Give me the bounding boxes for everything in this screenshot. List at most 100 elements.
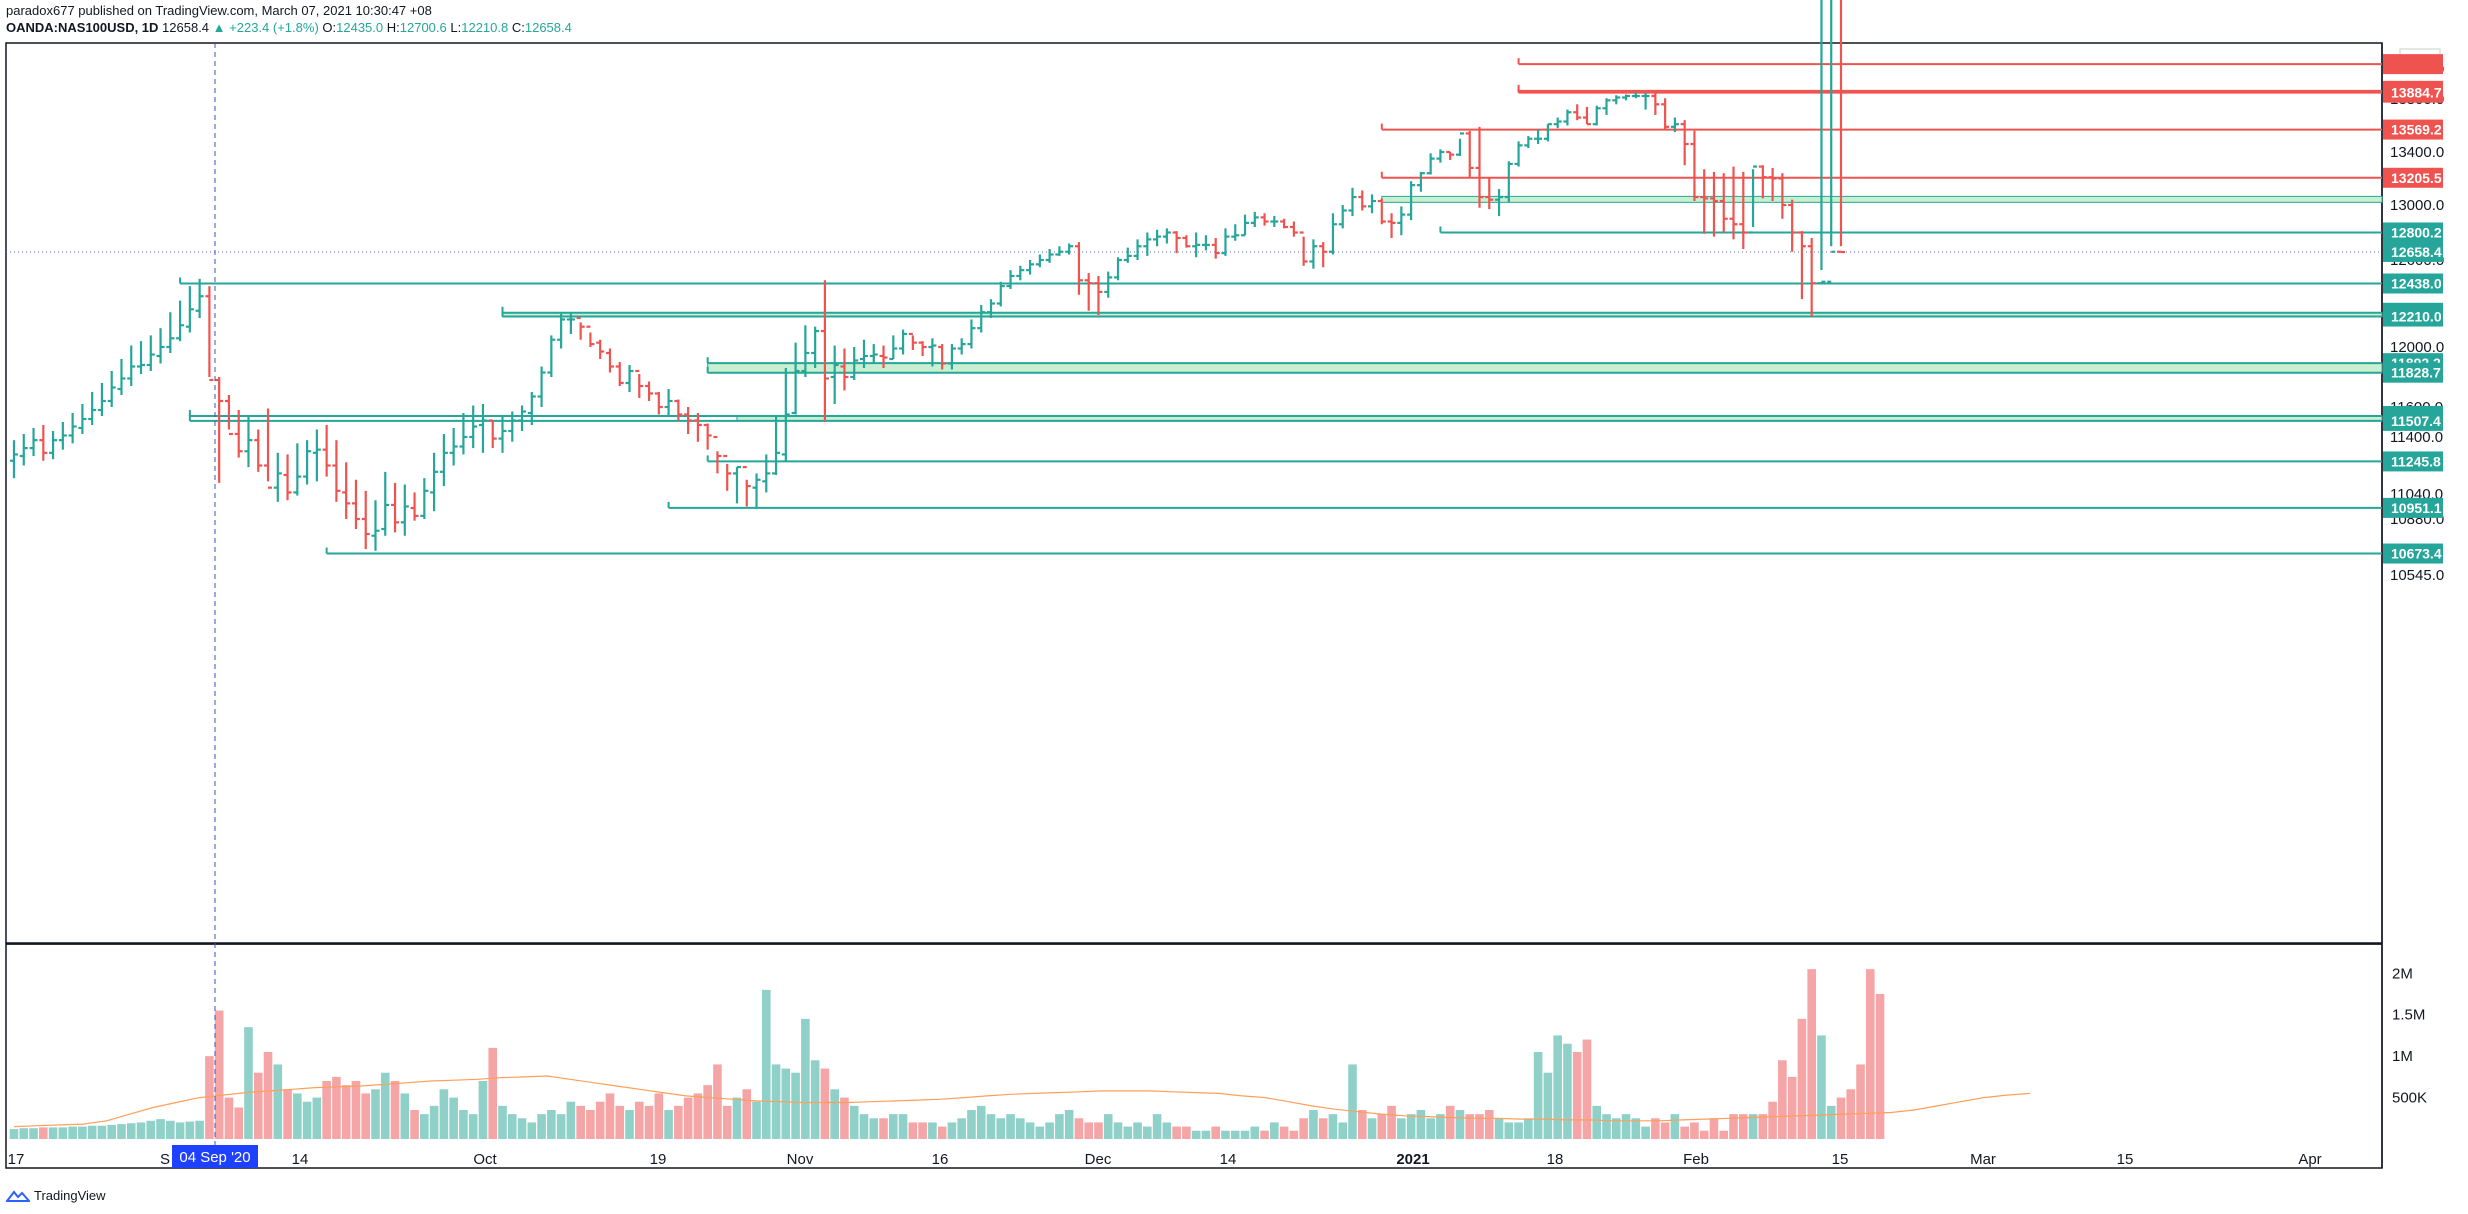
volume-bar	[1357, 1110, 1367, 1139]
volume-bar	[1807, 969, 1816, 1139]
symbol-line: OANDA:NAS100USD, 1D 12658.4 ▲ +223.4 (+1…	[6, 19, 572, 36]
volume-bar	[1182, 1126, 1191, 1139]
volume-bar	[928, 1122, 937, 1139]
volume-bar	[1475, 1114, 1484, 1139]
ohlc-bar	[1534, 129, 1543, 145]
price-tick-label: 13000.0	[2390, 197, 2444, 214]
volume-bar	[1094, 1122, 1103, 1139]
ohlc-bar	[1700, 169, 1709, 234]
ohlc-bar	[586, 325, 595, 347]
volume-bar	[889, 1114, 898, 1139]
price-tick-label: 12000.0	[2390, 339, 2444, 356]
volume-bar	[263, 1052, 273, 1139]
volume-bar	[1162, 1122, 1172, 1139]
price-tag-label: 12210.0	[2391, 309, 2442, 325]
price-axis[interactable]: 14200.013800.013400.013000.012600.012000…	[2390, 48, 2444, 1107]
price-tag-label: 13569.2	[2391, 122, 2442, 138]
ohlc-bar	[635, 369, 644, 398]
volume-tick-label: 500K	[2392, 1090, 2427, 1107]
time-tick-label: 18	[1547, 1151, 1564, 1168]
volume-bar	[869, 1118, 879, 1139]
ohlc-bar	[508, 411, 517, 442]
time-axis[interactable]: 17 S 14 Oct 19 Nov 16 Dec 14 2021 18 Feb 15 Mar 15 Apr	[8, 1151, 2322, 1168]
symbol-name[interactable]: OANDA:NAS100USD, 1D	[6, 20, 159, 35]
ohlc-bar	[1397, 206, 1406, 236]
ohlc-bar	[537, 366, 546, 407]
volume-bar	[244, 1027, 253, 1139]
volume-bar	[1455, 1110, 1465, 1139]
volume-bar	[1221, 1130, 1230, 1139]
ohlc-bar	[1680, 120, 1689, 166]
ohlc-bar	[58, 422, 67, 450]
volume-bar	[166, 1120, 175, 1139]
volume-bar	[840, 1097, 849, 1139]
volume-bar	[1748, 1114, 1758, 1139]
ohlc-bar	[566, 313, 575, 334]
close-value: 12658.4	[524, 20, 572, 35]
price-tag-label: 10951.1	[2391, 500, 2442, 516]
ohlc-bar	[1475, 126, 1484, 208]
volume-bar	[898, 1114, 908, 1139]
volume-bar	[674, 1105, 683, 1139]
volume-bar	[468, 1114, 478, 1139]
volume-bar	[1328, 1114, 1338, 1139]
volume-bar	[224, 1097, 234, 1139]
ohlc-bar	[664, 389, 673, 416]
volume-bar	[976, 1105, 986, 1139]
tradingview-branding[interactable]: TradingView	[6, 1188, 106, 1203]
price-tag-label: 12800.2	[2391, 224, 2442, 240]
volume-bar	[1338, 1122, 1348, 1139]
ohlc-bar	[244, 416, 253, 468]
ohlc-bar	[557, 313, 566, 349]
price-tag-box	[2383, 497, 2443, 518]
ohlc-bar	[576, 316, 585, 340]
close-label: C:	[511, 20, 525, 35]
ohlc-bar	[146, 335, 155, 371]
ohlc-bar	[1026, 260, 1035, 275]
ohlc-bar	[762, 454, 771, 493]
ohlc-bar	[1563, 109, 1572, 126]
ohlc-bar	[1162, 228, 1171, 244]
price-tick-label: 13400.0	[2390, 144, 2444, 161]
ohlc-bar	[772, 416, 781, 475]
volume-bar	[420, 1114, 429, 1139]
volume-bar	[1172, 1126, 1181, 1139]
ohlc-bar	[527, 392, 536, 425]
open-label: O:	[322, 20, 337, 35]
volume-bars	[9, 969, 2031, 1139]
volume-bar	[1856, 1064, 1865, 1139]
price-tag: 13205.5	[2383, 167, 2443, 188]
time-tick-label: 17	[8, 1151, 25, 1168]
time-tick-label: Apr	[2298, 1151, 2321, 1168]
volume-bar	[1504, 1122, 1514, 1139]
volume-bar	[68, 1126, 77, 1139]
ohlc-bar	[1436, 149, 1445, 163]
ohlc-bar	[1426, 153, 1435, 175]
volume-bar	[1152, 1114, 1162, 1139]
ohlc-bar	[947, 344, 956, 370]
chart-header: paradox677 published on TradingView.com,…	[6, 2, 572, 36]
ohlc-bar	[469, 405, 478, 449]
volume-bar	[410, 1110, 419, 1139]
volume-bar	[361, 1093, 371, 1139]
volume-bar	[1289, 1130, 1299, 1139]
volume-bar	[1738, 1114, 1748, 1139]
ohlc-bar	[1739, 171, 1748, 249]
ohlc-bar	[693, 413, 702, 442]
ohlc-bar	[176, 300, 185, 342]
volume-bar	[752, 1101, 761, 1139]
ohlc-bar	[967, 319, 976, 349]
ohlc-bar	[781, 368, 790, 461]
volume-bar	[693, 1093, 703, 1139]
ohlc-bar	[1612, 95, 1621, 105]
ohlc-bar	[732, 465, 741, 504]
volume-bar	[1494, 1118, 1504, 1139]
ohlc-bar	[459, 413, 468, 455]
volume-bar	[1348, 1064, 1357, 1139]
ohlc-bar	[166, 312, 175, 353]
volume-bar	[1123, 1126, 1133, 1139]
horizontal-levels[interactable]	[6, 58, 2382, 555]
volume-bar	[1875, 994, 1885, 1139]
ohlc-bar	[1299, 231, 1308, 266]
